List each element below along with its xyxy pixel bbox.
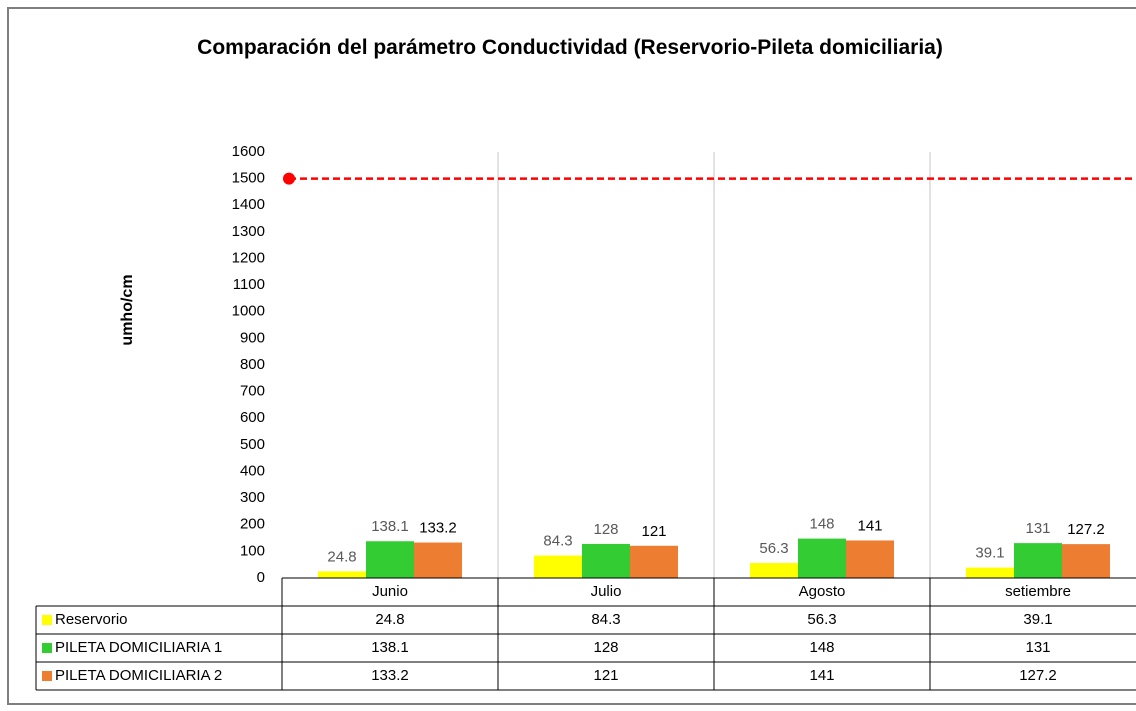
table-value: 138.1 — [371, 639, 409, 656]
y-tick-label: 600 — [240, 409, 265, 426]
bar — [534, 555, 582, 578]
y-tick-label: 100 — [240, 542, 265, 559]
x-tick-label: setiembre — [1005, 583, 1071, 600]
bar — [582, 543, 630, 578]
bar — [966, 567, 1014, 578]
y-tick-label: 1300 — [232, 223, 265, 240]
table-value: 148 — [809, 639, 834, 656]
y-tick-label: 1100 — [233, 276, 265, 293]
data-label: 148 — [809, 516, 834, 533]
y-tick-label: 1500 — [232, 170, 265, 187]
y-axis-label: umho/cm — [119, 274, 136, 345]
legend-label: Reservorio — [55, 611, 128, 628]
data-label: 24.8 — [327, 548, 356, 565]
y-tick-label: 300 — [240, 489, 265, 506]
y-tick-label: 700 — [240, 383, 265, 400]
y-tick-label: 1400 — [232, 196, 265, 213]
bar — [846, 540, 894, 578]
bar — [750, 563, 798, 578]
y-tick-label: 400 — [240, 462, 265, 479]
table-value: 84.3 — [591, 611, 620, 628]
table-value: 39.1 — [1023, 611, 1052, 628]
data-label: 133.2 — [419, 520, 457, 537]
data-label: 138.1 — [371, 518, 409, 535]
legend-key — [42, 671, 52, 681]
table-value: 128 — [593, 639, 618, 656]
bar — [318, 571, 366, 578]
bar — [366, 541, 414, 578]
y-tick-label: 500 — [240, 436, 265, 453]
bar — [414, 542, 462, 578]
legend-label: PILETA DOMICILIARIA 2 — [55, 667, 222, 684]
legend-label: PILETA DOMICILIARIA 1 — [55, 639, 222, 656]
table-value: 141 — [809, 667, 834, 684]
chart-title: Comparación del parámetro Conductividad … — [197, 36, 943, 59]
reference-marker — [283, 172, 295, 185]
legend-key — [42, 643, 52, 653]
x-tick-label: Julio — [591, 583, 622, 600]
data-label: 39.1 — [975, 545, 1004, 562]
data-label: 121 — [641, 523, 666, 540]
bar — [630, 545, 678, 578]
table-value: 131 — [1025, 639, 1050, 656]
bar — [1014, 543, 1062, 578]
data-label: 84.3 — [543, 533, 572, 550]
y-tick-label: 800 — [240, 356, 265, 373]
table-value: 133.2 — [371, 667, 409, 684]
chart-frame — [7, 7, 1136, 705]
bar — [1062, 544, 1110, 578]
data-label: 131 — [1025, 520, 1050, 537]
data-label: 141 — [857, 517, 882, 534]
y-tick-label: 1000 — [232, 303, 265, 320]
y-tick-label: 0 — [257, 569, 265, 586]
x-tick-label: Agosto — [799, 583, 846, 600]
x-tick-label: Junio — [372, 583, 408, 600]
y-tick-label: 1200 — [232, 249, 265, 266]
data-label: 56.3 — [759, 540, 788, 557]
y-tick-label: 1600 — [232, 143, 265, 160]
table-value: 56.3 — [807, 611, 836, 628]
data-label: 128 — [593, 521, 618, 538]
y-tick-label: 200 — [240, 516, 265, 533]
table-value: 121 — [593, 667, 618, 684]
data-label: 127.2 — [1067, 521, 1105, 538]
bar — [798, 538, 846, 578]
table-value: 24.8 — [375, 611, 404, 628]
table-value: 127.2 — [1019, 667, 1057, 684]
y-tick-label: 900 — [240, 329, 265, 346]
legend-key — [42, 615, 52, 625]
